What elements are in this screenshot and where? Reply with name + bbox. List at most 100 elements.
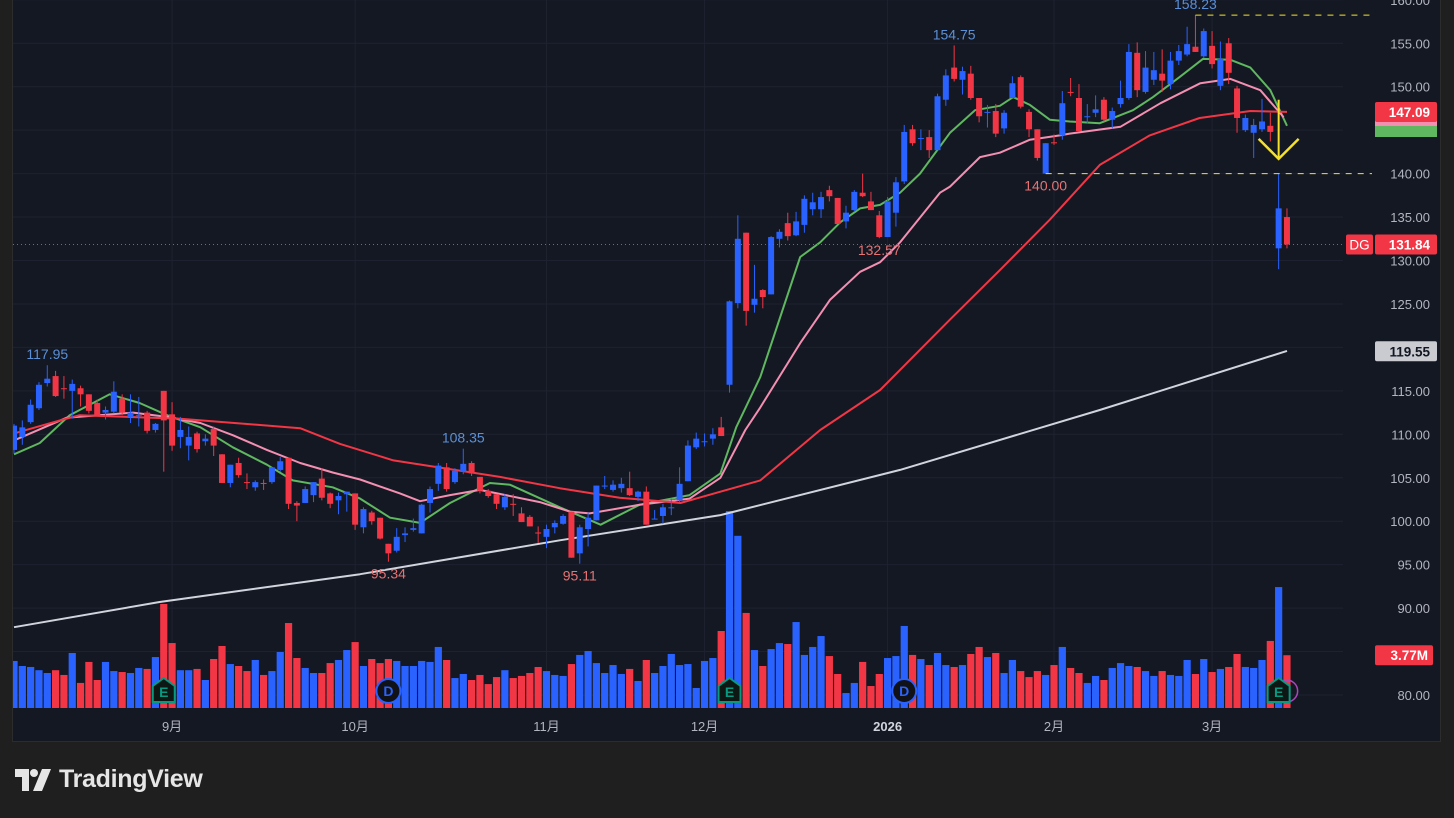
candle: [551, 520, 558, 534]
volume-bar: [368, 659, 376, 708]
candle-body: [535, 532, 542, 534]
price-tick-label: 105.00: [1390, 471, 1430, 486]
candle: [967, 65, 974, 100]
candle: [1175, 44, 1182, 65]
candle-body: [427, 489, 433, 503]
volume-bar: [742, 612, 750, 708]
volume-bar: [1200, 659, 1208, 708]
moving-average-line: [13, 110, 1288, 504]
candle: [776, 229, 783, 248]
candle-body: [451, 470, 458, 483]
candle-body: [518, 513, 525, 523]
candle: [892, 177, 899, 227]
candle: [917, 129, 924, 151]
price-tick-label: 100.00: [1390, 514, 1430, 529]
earnings-marker[interactable]: E: [151, 676, 176, 703]
last-price-label: 131.84: [1389, 238, 1431, 253]
candle: [135, 396, 142, 427]
candle-body: [1217, 58, 1224, 86]
candle: [751, 264, 758, 313]
earnings-marker[interactable]: E: [1266, 676, 1299, 703]
candle-body: [718, 427, 725, 437]
candle-body: [19, 427, 26, 437]
volume-bar: [1033, 671, 1041, 708]
candle-body: [626, 488, 633, 496]
volume-bar: [293, 658, 301, 708]
candle: [1225, 38, 1232, 85]
candle: [185, 426, 192, 461]
candle: [393, 528, 400, 553]
candle-body: [1092, 109, 1099, 113]
candle-body: [219, 454, 225, 483]
dividend-marker[interactable]: D: [375, 678, 402, 704]
volume-bar: [68, 652, 76, 708]
volume-bar: [1050, 665, 1058, 708]
candle: [377, 517, 384, 540]
volume-bar: [1108, 667, 1116, 708]
candle-body: [310, 482, 317, 496]
earnings-marker[interactable]: E: [717, 676, 742, 703]
price-axis[interactable]: 160.00 155.00 150.00 140.00 135.00 130.00 125.…: [1346, 0, 1437, 703]
candle: [1192, 15, 1199, 52]
candle: [1067, 78, 1074, 97]
volume-bar: [451, 678, 459, 708]
candle-body: [610, 484, 617, 490]
volume-bar: [817, 636, 825, 708]
candle: [119, 394, 126, 416]
tradingview-logo[interactable]: TradingView: [15, 765, 203, 794]
candle-body: [102, 409, 109, 413]
candle: [535, 526, 542, 543]
candle-body: [942, 75, 949, 100]
candle-body: [1134, 52, 1141, 91]
earnings-letter: E: [725, 684, 734, 700]
candle: [210, 426, 217, 457]
candle: [1142, 51, 1149, 94]
dividend-marker[interactable]: D: [891, 678, 918, 704]
candle: [1009, 76, 1016, 98]
candle: [1184, 26, 1191, 57]
candle-body: [485, 490, 492, 496]
time-tick-label: 10月: [341, 719, 368, 734]
volume-bar: [1150, 675, 1158, 708]
volume-bar: [185, 670, 193, 708]
candle: [801, 195, 808, 233]
candle: [410, 518, 417, 532]
ma50-price-label: 147.09: [1389, 105, 1430, 120]
candle-body: [1125, 51, 1132, 98]
candle-body: [668, 507, 675, 509]
candle: [1234, 85, 1241, 133]
time-axis[interactable]: 9月 10月 11月 12月 2026 2月 3月: [162, 719, 1222, 734]
volume-bar: [76, 682, 85, 708]
candle: [1017, 75, 1024, 109]
candle: [1034, 129, 1041, 161]
volume-bar: [576, 654, 584, 708]
symbol-badge-box: [1346, 234, 1373, 255]
volume-bar: [1017, 671, 1025, 708]
volume-bar: [501, 670, 509, 708]
volume-bar: [27, 666, 35, 708]
candle: [768, 236, 775, 295]
candle-body: [410, 528, 417, 530]
low-price-label: 140.00: [1024, 178, 1067, 194]
candle: [1134, 42, 1141, 98]
volume-bar: [526, 673, 534, 708]
volume-bar: [659, 666, 667, 708]
candle: [402, 527, 409, 543]
volume-bar: [983, 657, 992, 708]
candle: [485, 489, 492, 498]
candle-body: [1009, 83, 1016, 98]
candle-body: [302, 489, 309, 503]
price-tick-label: 80.00: [1397, 688, 1430, 703]
candle-body: [593, 485, 600, 521]
candle: [144, 410, 151, 434]
candle-body: [44, 378, 51, 384]
candle: [1150, 51, 1157, 85]
candle-body: [443, 467, 450, 490]
candle: [576, 524, 583, 564]
candle-body: [543, 529, 550, 537]
candle: [560, 514, 567, 525]
candle-body: [94, 403, 101, 416]
candle: [951, 45, 958, 82]
candle: [1092, 95, 1099, 118]
